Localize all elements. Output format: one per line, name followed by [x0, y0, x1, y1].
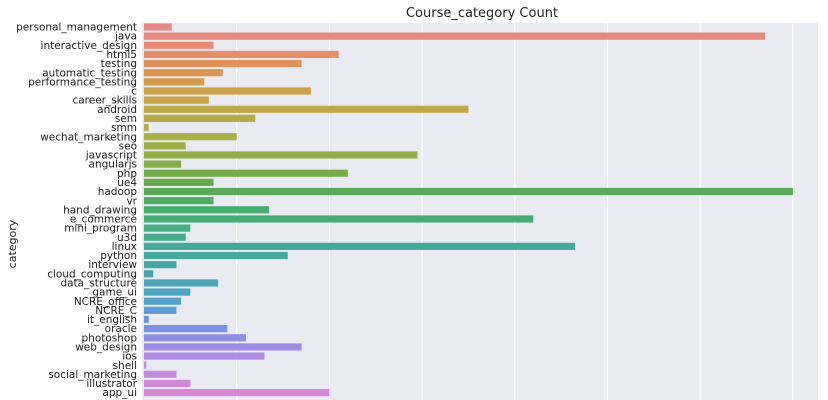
category-label: mini_program: [64, 223, 137, 235]
bar-ios: [144, 352, 265, 360]
bar-app-ui: [144, 389, 330, 397]
category-label: shell: [113, 360, 137, 372]
category-label: ios: [122, 351, 137, 363]
bar-social-marketing: [144, 370, 177, 378]
category-label: app_ui: [102, 387, 137, 399]
category-label: automatic_testing: [42, 67, 137, 79]
category-label: illustrator: [86, 378, 137, 390]
category-label: cloud_computing: [47, 268, 137, 280]
bar-testing: [144, 59, 302, 68]
category-label: oracle: [105, 323, 137, 335]
category-label: wechat_marketing: [40, 131, 137, 143]
category-label: web_design: [75, 342, 137, 354]
category-label: interview: [88, 259, 137, 271]
category-label: game_ui: [92, 287, 137, 299]
category-label: smm: [111, 122, 137, 134]
category-label: testing: [101, 58, 137, 70]
bar-android: [144, 105, 469, 113]
category-label: ue4: [117, 177, 137, 189]
category-label: data_structure: [60, 278, 137, 290]
bar-performance-testing: [144, 78, 205, 86]
bar-seo: [144, 142, 186, 150]
category-labels: personal_managementjavainteractive_desig…: [16, 22, 138, 400]
category-label: career_skills: [72, 95, 137, 107]
bar-angularjs: [144, 160, 182, 168]
category-label: social_marketing: [48, 369, 137, 381]
category-label: u3d: [117, 232, 137, 244]
bar-shell: [144, 361, 147, 369]
bar-vr: [144, 197, 214, 205]
bar-game-ui: [144, 288, 191, 296]
bar-php: [144, 169, 348, 177]
bar-automatic-testing: [144, 69, 223, 77]
bar-oracle: [144, 325, 228, 333]
bar-data-structure: [144, 279, 219, 287]
bar-c: [144, 87, 311, 95]
category-label: hadoop: [98, 186, 138, 198]
bar-cloud-computing: [144, 270, 154, 278]
bar-javascript: [144, 151, 418, 159]
bar-photoshop: [144, 334, 246, 342]
category-label: NCRE_C: [95, 305, 137, 317]
y-axis-label: category: [6, 219, 19, 268]
bar-it-english: [144, 315, 149, 324]
bar-sem: [144, 114, 256, 122]
category-label: it_english: [87, 314, 137, 326]
bar-career-skills: [144, 96, 209, 104]
category-label: java: [114, 31, 137, 43]
bar-u3d: [144, 233, 186, 241]
category-label: linux: [112, 241, 137, 253]
bar-hand-drawing: [144, 206, 270, 214]
bar-interview: [144, 261, 177, 269]
bar-mini-program: [144, 224, 191, 232]
bar-java: [144, 32, 766, 40]
bar-linux: [144, 242, 576, 250]
bar-ncre-c: [144, 306, 177, 314]
bar-personal-management: [144, 23, 172, 31]
category-label: sem: [115, 113, 137, 125]
bar-smm: [144, 123, 149, 132]
category-label: angularjs: [89, 159, 137, 171]
bar-html5: [144, 50, 339, 59]
category-label: interactive_design: [41, 40, 137, 52]
category-label: php: [117, 168, 137, 180]
category-label: performance_testing: [28, 76, 137, 88]
bar-python: [144, 251, 288, 260]
category-label: html5: [106, 49, 137, 61]
category-label: android: [97, 104, 137, 116]
bar-ncre-office: [144, 297, 182, 305]
category-label: c: [131, 86, 137, 98]
bar-wechat-marketing: [144, 133, 237, 141]
category-label: javascript: [85, 150, 137, 162]
chart-title: Course_category Count: [406, 6, 558, 21]
bar-ue4: [144, 178, 214, 186]
category-label: NCRE_office: [74, 296, 137, 308]
category-label: photoshop: [82, 332, 138, 344]
bar-interactive-design: [144, 41, 214, 49]
category-label: seo: [119, 140, 137, 152]
category-label: python: [100, 250, 137, 262]
category-label: personal_management: [16, 22, 137, 34]
category-label: hand_drawing: [63, 204, 137, 216]
bar-e-commerce: [144, 215, 534, 223]
bar-web-design: [144, 343, 302, 351]
bar-hadoop: [144, 187, 793, 196]
category-label: vr: [126, 195, 137, 207]
bars: [144, 23, 793, 397]
bar-illustrator: [144, 379, 191, 388]
category-label: e_commerce: [70, 214, 137, 226]
gridlines: [236, 23, 794, 400]
